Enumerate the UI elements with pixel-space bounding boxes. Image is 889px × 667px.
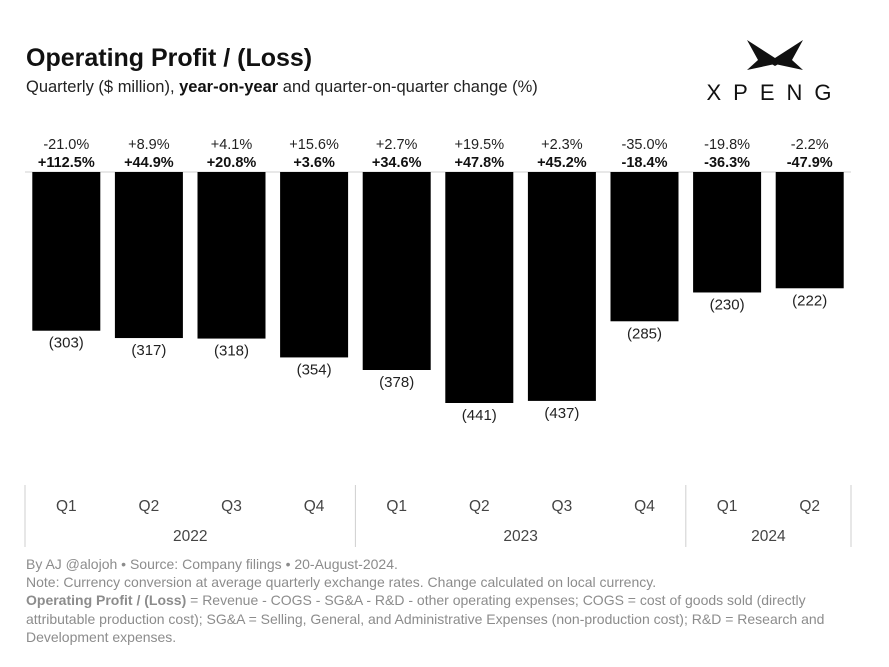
- data-label: (317): [131, 342, 166, 359]
- definition-text: = Revenue - COGS - SG&A - R&D - other op…: [26, 592, 825, 645]
- x-tick-label: Q1: [56, 498, 77, 515]
- qoq-label: -19.8%: [704, 137, 750, 153]
- qoq-label: +8.9%: [128, 137, 170, 153]
- subtitle-bold: year-on-year: [179, 78, 279, 96]
- bar: [197, 172, 266, 339]
- bar: [445, 172, 514, 403]
- bar: [693, 172, 762, 293]
- x-tick-label: Q4: [634, 498, 655, 515]
- bar: [280, 172, 349, 358]
- footer-note: Note: Currency conversion at average qua…: [26, 574, 657, 591]
- yoy-label: -47.9%: [787, 155, 833, 171]
- yoy-label: +20.8%: [207, 155, 257, 171]
- x-tick-label: Q2: [799, 498, 820, 515]
- qoq-label: +2.7%: [376, 137, 418, 153]
- xpeng-wing-logo-icon: [747, 40, 803, 70]
- yoy-label: -36.3%: [704, 155, 750, 171]
- chart-title: Operating Profit / (Loss): [26, 44, 313, 72]
- data-label: (230): [710, 296, 745, 313]
- x-tick-label: Q4: [304, 498, 325, 515]
- qoq-label: +15.6%: [289, 137, 339, 153]
- qoq-label: -2.2%: [791, 137, 829, 153]
- data-label: (285): [627, 325, 662, 342]
- qoq-label: +2.3%: [541, 137, 583, 153]
- bar: [610, 172, 679, 322]
- data-label: (441): [462, 407, 497, 424]
- yoy-label: +47.8%: [455, 155, 505, 171]
- qoq-label: -21.0%: [43, 137, 89, 153]
- x-tick-label: Q3: [221, 498, 242, 515]
- x-tick-label: Q1: [717, 498, 738, 515]
- chart-subtitle: Quarterly ($ million), year-on-year and …: [26, 78, 538, 97]
- qoq-label: +4.1%: [211, 137, 253, 153]
- bar: [775, 172, 844, 289]
- year-group-label: 2024: [751, 528, 786, 545]
- bar: [527, 172, 596, 401]
- definition-term: Operating Profit / (Loss): [26, 592, 187, 609]
- yoy-label: +3.6%: [293, 155, 335, 171]
- bar: [362, 172, 431, 370]
- footer-credit: By AJ @alojoh • Source: Company filings …: [26, 556, 398, 572]
- chart-footer: By AJ @alojoh • Source: Company filings …: [26, 555, 856, 646]
- data-label: (354): [297, 361, 332, 378]
- data-label: (437): [544, 405, 579, 422]
- qoq-label: +19.5%: [455, 137, 505, 153]
- bar: [114, 172, 183, 339]
- yoy-label: -18.4%: [622, 155, 668, 171]
- logo-wordmark: XPENG: [706, 80, 843, 104]
- subtitle-suffix: and quarter-on-quarter change (%): [278, 78, 538, 96]
- yoy-label: +34.6%: [372, 155, 422, 171]
- yoy-label: +112.5%: [38, 155, 95, 171]
- year-group-label: 2022: [173, 528, 207, 545]
- data-label: (222): [792, 292, 827, 309]
- data-label: (378): [379, 374, 414, 391]
- qoq-label: -35.0%: [622, 137, 668, 153]
- footer-definition: Operating Profit / (Loss) = Revenue - CO…: [26, 591, 856, 646]
- yoy-label: +44.9%: [124, 155, 174, 171]
- xpeng-logo: XPENG: [706, 40, 843, 104]
- data-label: (318): [214, 343, 249, 360]
- bar-chart: -21.0% +112.5% (303) Q1 +8.9% +44.9% (317) Q2 +4…: [24, 137, 852, 547]
- x-tick-label: Q2: [469, 498, 490, 515]
- subtitle-prefix: Quarterly ($ million),: [26, 78, 180, 96]
- yoy-label: +45.2%: [537, 155, 587, 171]
- x-tick-label: Q2: [139, 498, 160, 515]
- x-tick-label: Q3: [552, 498, 573, 515]
- bar: [32, 172, 101, 331]
- data-label: (303): [49, 335, 84, 352]
- x-tick-label: Q1: [386, 498, 407, 515]
- year-group-label: 2023: [503, 528, 537, 545]
